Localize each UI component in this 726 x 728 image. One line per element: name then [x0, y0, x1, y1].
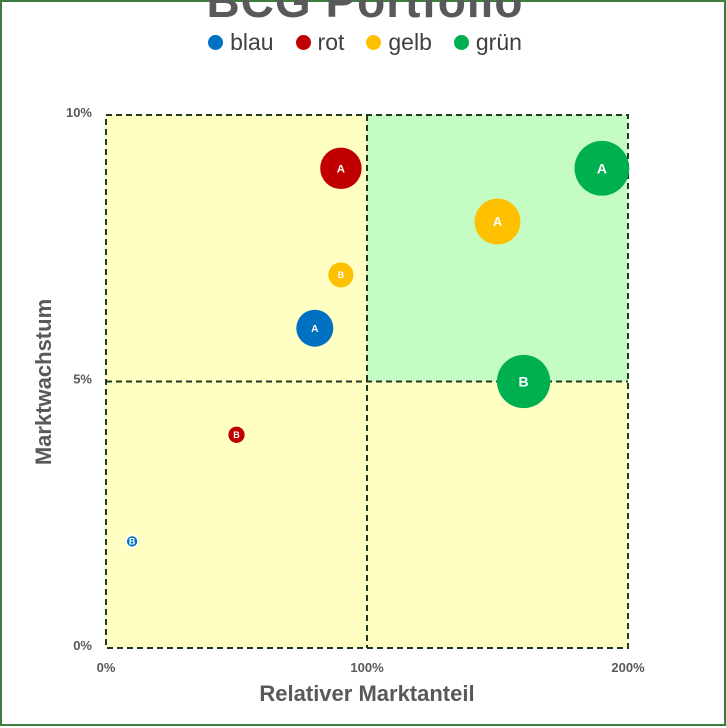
bubble-label-blau-b: B	[129, 537, 136, 547]
legend: blau rot gelb grün	[2, 29, 726, 56]
legend-label-gruen: grün	[475, 29, 522, 55]
x-tick-label: 0%	[97, 660, 116, 675]
bubble-blau-a	[296, 309, 334, 347]
y-tick-label: 10%	[66, 105, 92, 120]
bubble-gelb-b	[328, 262, 354, 288]
x-axis-label: Relativer Marktanteil	[259, 681, 475, 706]
y-tick-label: 5%	[73, 372, 92, 387]
legend-label-rot: rot	[317, 29, 345, 55]
bubble-label-gruen-b: B	[519, 374, 529, 390]
bubble-label-blau-a: A	[311, 324, 319, 335]
x-tick-label: 100%	[350, 660, 384, 675]
bubble-label-gelb-a: A	[493, 215, 502, 229]
y-tick-label: 0%	[73, 638, 92, 653]
bubble-label-rot-a: A	[337, 163, 345, 175]
chart-title: BCG Portfolio	[206, 0, 524, 27]
bubble-gruen-b	[496, 354, 551, 409]
bubble-rot-a	[320, 147, 362, 190]
legend-item-rot: rot	[295, 29, 345, 56]
bubble-gelb-a	[474, 198, 521, 245]
legend-marker-gelb	[366, 35, 382, 50]
legend-item-blau: blau	[208, 29, 274, 56]
bubble-rot-b	[228, 426, 245, 443]
legend-marker-rot	[295, 35, 311, 50]
legend-item-gruen: grün	[453, 29, 522, 56]
legend-marker-blau	[208, 35, 224, 50]
bubble-blau-b	[125, 534, 139, 549]
bubble-gruen-a	[574, 140, 630, 196]
bubble-label-rot-b: B	[233, 430, 240, 440]
legend-label-gelb: gelb	[388, 29, 432, 55]
legend-item-gelb: gelb	[366, 29, 432, 56]
bubble-label-gruen-a: A	[597, 160, 607, 176]
y-axis-label: Marktwachstum	[31, 298, 56, 466]
legend-label-blau: blau	[230, 29, 274, 55]
legend-marker-gruen	[453, 35, 469, 50]
x-tick-label: 200%	[611, 660, 645, 675]
bubble-label-gelb-b: B	[338, 270, 345, 280]
